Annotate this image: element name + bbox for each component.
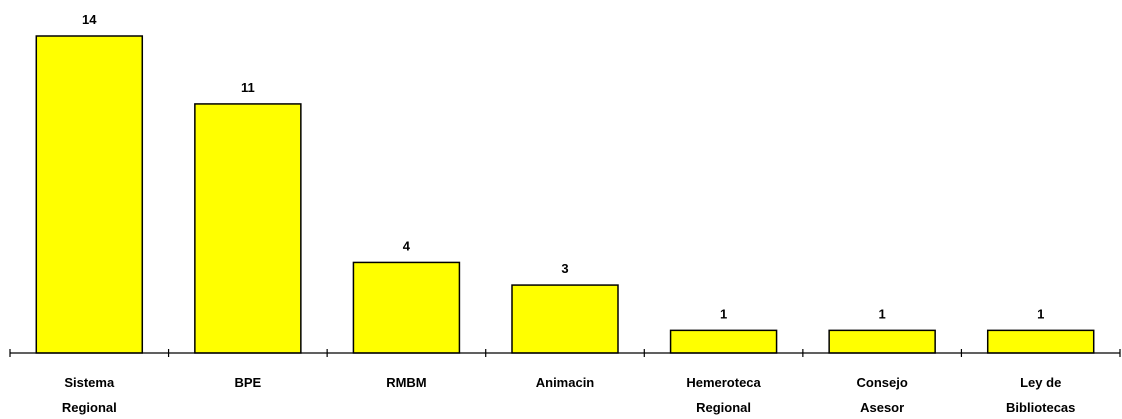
category-label-line: Sistema xyxy=(64,375,115,390)
category-label: Ley de Bibliotecas xyxy=(1006,375,1075,415)
category-label: Animacin xyxy=(536,375,595,390)
bar xyxy=(511,284,619,354)
category-label-line: Ley de xyxy=(1020,375,1061,390)
category-label: BPE xyxy=(234,375,261,390)
category-label-line: Regional xyxy=(62,400,117,415)
bar-value-label: 3 xyxy=(561,261,568,276)
category-label-line: Animacin xyxy=(536,375,595,390)
category-labels-group: Sistema Regional BPE RMBM Animacin Hemeroteca… xyxy=(62,375,1076,415)
bar-value-label: 14 xyxy=(82,12,97,27)
category-label-line: Consejo xyxy=(856,375,907,390)
bars-group xyxy=(35,35,1095,354)
bar-value-label: 1 xyxy=(720,306,727,321)
category-label: RMBM xyxy=(386,375,426,390)
bar xyxy=(35,35,144,354)
bar xyxy=(194,103,302,354)
category-label: Hemeroteca Regional xyxy=(686,375,761,415)
bar xyxy=(669,329,778,354)
bar-value-label: 1 xyxy=(879,306,886,321)
category-label-line: RMBM xyxy=(386,375,426,390)
category-label: Consejo Asesor xyxy=(856,375,907,415)
category-label-line: Asesor xyxy=(860,400,904,415)
category-label-line: Bibliotecas xyxy=(1006,400,1075,415)
bar-value-label: 1 xyxy=(1037,306,1044,321)
x-axis-ticks xyxy=(9,349,1121,357)
category-label-line: Regional xyxy=(696,400,751,415)
category-label-line: BPE xyxy=(234,375,261,390)
bar xyxy=(828,329,936,354)
bar xyxy=(352,261,461,354)
bar-value-label: 4 xyxy=(403,238,411,253)
category-label: Sistema Regional xyxy=(62,375,117,415)
bar xyxy=(986,329,1095,354)
category-label-line: Hemeroteca xyxy=(686,375,761,390)
bar-value-label: 11 xyxy=(241,80,255,95)
